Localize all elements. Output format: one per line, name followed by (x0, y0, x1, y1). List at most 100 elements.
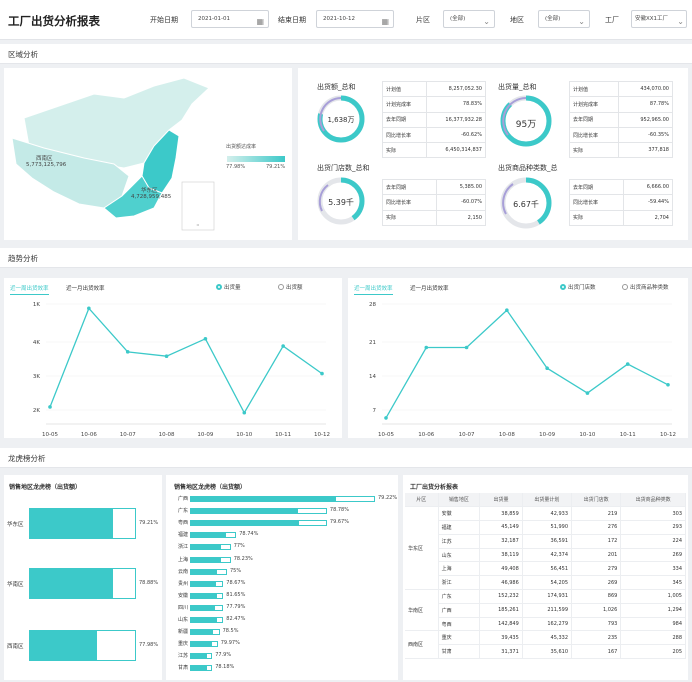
table-row[interactable]: 华南区 广东 152,232 174,931 869 1,005 (405, 589, 686, 632)
end-date-input[interactable]: 2021-10-12 ▦ (316, 10, 394, 28)
rank-area-label: 粤西 (177, 520, 188, 527)
data-point[interactable] (242, 410, 247, 415)
radio-store-count[interactable]: 出货门店数 (560, 283, 596, 291)
rank-region-bar[interactable] (29, 568, 136, 599)
rank-area-label: 上海 (177, 556, 188, 563)
tab-week[interactable]: 近一周出货效率 (10, 284, 49, 295)
rank-area-bar[interactable] (190, 556, 231, 563)
kpi-center-value: 6.67千 (513, 200, 539, 209)
rank-region-pct: 79.21% (139, 520, 159, 526)
chevron-down-icon[interactable]: ⌄ (578, 17, 585, 26)
map-panel: ▫ 出货额达成率 77.98% 79.21% 西南区 5,773,125,796… (4, 68, 292, 240)
data-point[interactable] (505, 308, 509, 313)
rank-region-bar[interactable] (29, 508, 136, 539)
data-point[interactable] (666, 382, 670, 387)
table-row[interactable]: 浙江 46,986 54,205 269 345 (405, 575, 686, 591)
rank-area-bar[interactable] (190, 544, 231, 551)
kpi-row-value: 434,070.00 (617, 80, 674, 98)
table-header-cell[interactable]: 出货量 (479, 493, 523, 508)
rank-area-bar[interactable] (190, 496, 375, 502)
section-trend-header: 趋势分析 (0, 248, 692, 268)
radio-shipment-qty[interactable]: 出货量 (216, 283, 241, 291)
tab-month[interactable]: 近一月出货效率 (410, 286, 449, 292)
rank-area-bar[interactable] (190, 665, 213, 672)
rank-area-pct: 78.18% (215, 664, 235, 671)
table-cell: 162,279 (522, 617, 573, 632)
table-cell: 205 (620, 644, 686, 660)
table-header-cell[interactable]: 出货量计划 (522, 493, 573, 508)
table-row[interactable]: 江苏 32,187 36,591 172 224 (405, 534, 686, 549)
kpi-title: 出货门店数_总和 (317, 164, 370, 172)
table-row[interactable]: 广西 185,261 211,599 1,026 1,294 (405, 603, 686, 618)
table-row[interactable]: 上海 49,408 56,451 279 334 (405, 561, 686, 577)
calendar-icon[interactable]: ▦ (381, 17, 389, 26)
data-point[interactable] (164, 354, 169, 358)
rank-area-pct: 75% (230, 567, 242, 574)
table-header-cell[interactable]: 销售地区 (438, 493, 481, 508)
rank-region-bar[interactable] (29, 630, 136, 661)
table-row[interactable]: 西南区 重庆 39,435 45,332 235 288 (405, 630, 686, 660)
kpi-title: 出货额_总和 (317, 83, 356, 91)
data-point[interactable] (625, 362, 630, 366)
table-row[interactable]: 甘肃 31,371 35,610 167 205 (405, 644, 686, 660)
rank-area-bar[interactable] (190, 604, 224, 611)
data-point[interactable] (87, 306, 91, 311)
rank-area-bar[interactable] (190, 508, 327, 515)
calendar-icon[interactable]: ▦ (256, 17, 264, 26)
rank-area-pct: 78.67% (226, 579, 246, 586)
rank-area-bar[interactable] (190, 629, 220, 636)
rank-area-bar[interactable] (190, 592, 224, 599)
data-point[interactable] (464, 345, 469, 350)
x-tick-label: 10-07 (459, 432, 475, 438)
table-cell: 235 (571, 630, 622, 646)
factory-select[interactable]: 安徽XX1工厂 ⌄ (631, 10, 687, 28)
table-cell: 793 (571, 617, 622, 632)
kpi-row-value: -60.07% (435, 194, 487, 211)
radio-on-icon (560, 284, 566, 290)
kpi-row-label: 计划值 (382, 80, 427, 98)
rank-area-pct: 78.74% (239, 531, 259, 538)
kpi-row-label: 计划完成率 (569, 96, 619, 113)
start-date-input[interactable]: 2021-01-01 ▦ (191, 10, 269, 28)
table-row[interactable]: 粤西 142,849 162,279 793 984 (405, 617, 686, 632)
rank-area-bar[interactable] (190, 653, 213, 660)
radio-label: 出货门店数 (568, 285, 596, 291)
district-select[interactable]: (全部) ⌄ (443, 10, 495, 28)
rank-area-bar[interactable] (190, 520, 327, 527)
series-line (49, 307, 323, 415)
rank-area-bar[interactable] (190, 532, 237, 539)
tab-month[interactable]: 近一月出货效率 (66, 286, 105, 292)
table-header-cell[interactable]: 出货商品种类数 (620, 493, 686, 508)
table-cell: 142,849 (479, 617, 523, 632)
data-point[interactable] (281, 344, 285, 348)
data-point[interactable] (203, 337, 208, 341)
table-header-cell[interactable]: 片区 (405, 493, 439, 508)
map-region-south[interactable] (103, 175, 163, 219)
data-point[interactable] (48, 405, 52, 409)
table-header-cell[interactable]: 出货门店数 (571, 493, 622, 508)
data-point[interactable] (545, 366, 549, 371)
data-point[interactable] (125, 350, 130, 354)
x-tick-label: 10-11 (275, 432, 291, 438)
rank-area-pct: 77% (233, 543, 245, 550)
data-point[interactable] (384, 416, 388, 420)
table-cell: 303 (620, 506, 686, 522)
radio-shipment-amt[interactable]: 出货额 (278, 283, 303, 291)
tab-week[interactable]: 近一周出货效率 (354, 284, 393, 295)
data-point[interactable] (424, 345, 429, 350)
chevron-down-icon[interactable]: ⌄ (677, 17, 684, 26)
table-row[interactable]: 福建 45,149 51,990 276 293 (405, 520, 686, 535)
rank-area-bar[interactable] (190, 580, 224, 587)
kpi-row-label: 实际 (382, 142, 427, 159)
rank-area-bar[interactable] (190, 641, 218, 648)
chevron-down-icon[interactable]: ⌄ (483, 17, 490, 26)
data-point[interactable] (585, 391, 590, 395)
table-row[interactable]: 华东区 安徽 38,859 42,933 219 303 (405, 506, 686, 591)
y-tick-label: 1K (33, 302, 40, 308)
rank-area-bar[interactable] (190, 617, 224, 623)
data-point[interactable] (320, 371, 324, 376)
radio-product-types[interactable]: 出货商品种类数 (622, 283, 669, 291)
table-row[interactable]: 山东 38,119 42,374 201 269 (405, 548, 686, 563)
rank-area-bar[interactable] (190, 568, 227, 575)
region-select[interactable]: (全部) ⌄ (538, 10, 590, 28)
